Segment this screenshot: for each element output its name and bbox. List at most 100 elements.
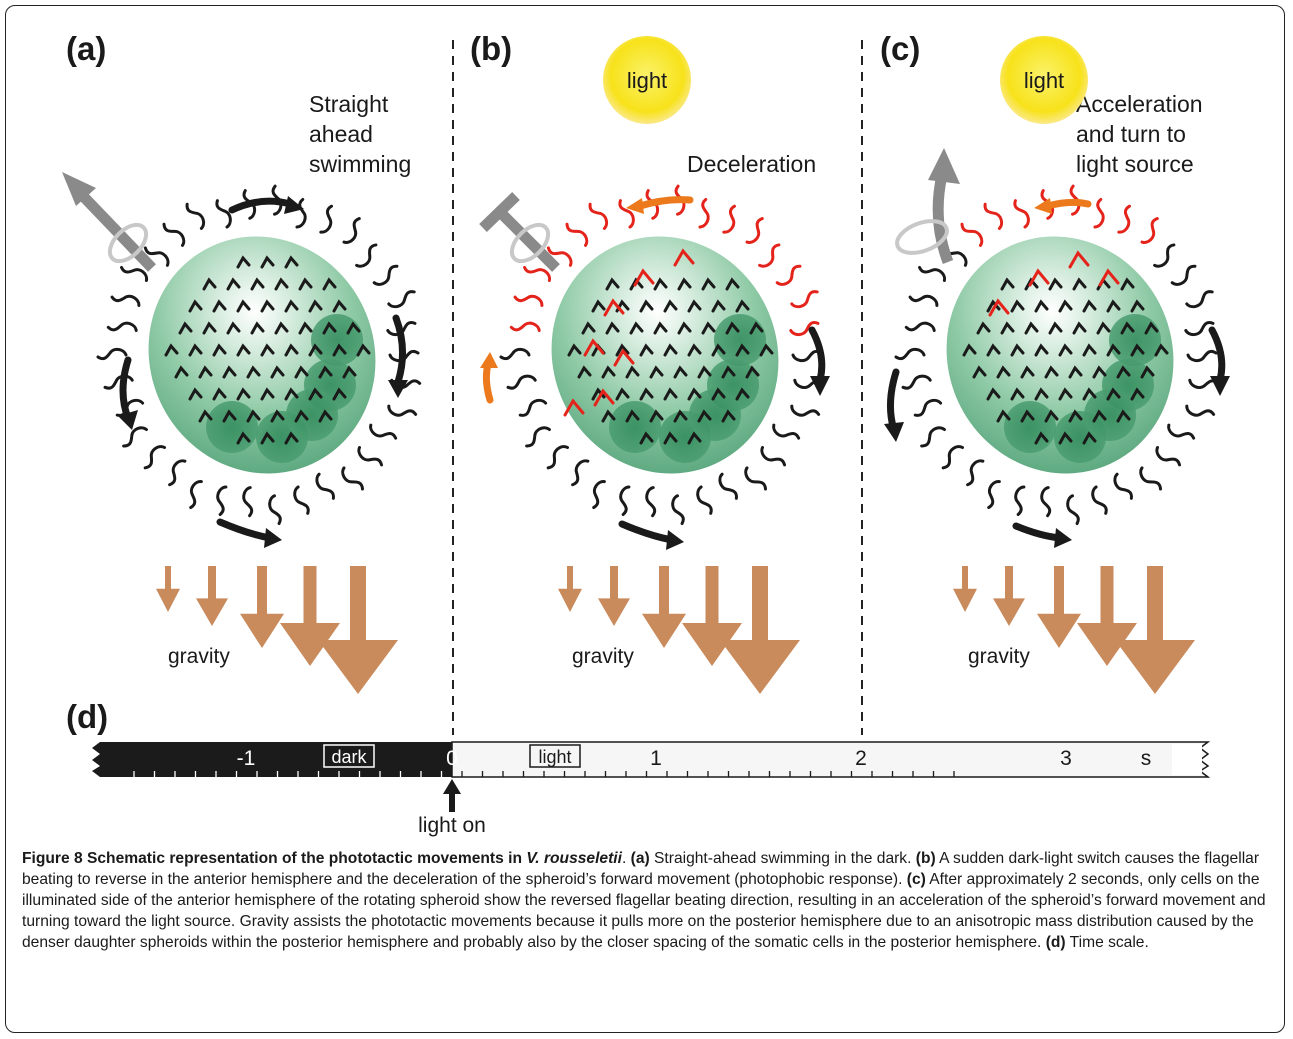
flagellum-reversed <box>1140 217 1159 244</box>
somatic-cell <box>1096 321 1111 335</box>
tick-label-minus1: -1 <box>237 747 256 770</box>
somatic-cell <box>996 365 1011 379</box>
somatic-cell <box>274 277 289 291</box>
gravity-arrow <box>196 566 228 626</box>
somatic-cell <box>260 387 275 401</box>
somatic-cell <box>701 321 716 335</box>
flagellum-reversed <box>546 246 573 267</box>
flagellum-reversed <box>1117 204 1132 234</box>
somatic-cell <box>260 255 275 269</box>
flagellum <box>518 398 548 417</box>
somatic-cell <box>721 409 736 423</box>
somatic-cell <box>1044 365 1059 379</box>
flagellum <box>1155 446 1182 467</box>
somatic-cell <box>1058 431 1073 445</box>
somatic-cell <box>1000 321 1015 335</box>
flagellum-reversed <box>588 202 609 230</box>
flagellum <box>1186 349 1218 363</box>
somatic-cell <box>236 343 251 357</box>
somatic-cell <box>164 343 179 357</box>
flagellum <box>1184 321 1215 337</box>
flagellum <box>268 494 282 525</box>
somatic-cell <box>178 321 193 335</box>
daughter-spheroid <box>609 401 661 453</box>
somatic-cell <box>1058 299 1073 313</box>
somatic-cell <box>1130 343 1145 357</box>
flagellum <box>106 321 138 332</box>
flagellum <box>143 246 170 267</box>
panel-c-heading-line-1: Acceleration <box>1076 91 1203 117</box>
somatic-cell <box>1010 343 1025 357</box>
somatic-cell <box>270 409 285 423</box>
somatic-cell <box>673 409 688 423</box>
flagellum-reversed <box>722 204 737 234</box>
flagellum <box>96 347 128 361</box>
somatic-cell <box>284 387 299 401</box>
flagellum <box>1091 485 1108 515</box>
somatic-cell <box>284 343 299 357</box>
somatic-cell <box>1034 343 1049 357</box>
caption-a-label: (a) <box>630 850 650 867</box>
somatic-cell <box>735 343 750 357</box>
somatic-cell <box>188 387 203 401</box>
flagellum <box>966 459 985 487</box>
flagellum <box>293 485 310 515</box>
somatic-cell <box>663 387 678 401</box>
somatic-cell <box>725 277 740 291</box>
somatic-cell <box>1024 321 1039 335</box>
somatic-cell <box>759 343 774 357</box>
flagellum <box>546 445 569 470</box>
flagellum <box>941 445 964 470</box>
flagellum-reversed <box>523 265 552 282</box>
flagellum-reversed <box>758 243 781 268</box>
flagellum <box>645 486 657 518</box>
timescale-bar: dark light -1 0 1 2 3 s <box>92 741 1211 778</box>
somatic-cell <box>639 299 654 313</box>
somatic-cell <box>1034 387 1049 401</box>
somatic-cell <box>653 321 668 335</box>
caption-c-text: After approximately 2 seconds, only cell… <box>22 871 1266 951</box>
somatic-cell <box>1010 299 1025 313</box>
somatic-cell <box>639 343 654 357</box>
tick-label-0: 0 <box>446 747 458 770</box>
flagellum-reversed <box>790 290 819 309</box>
somatic-cell <box>1130 299 1145 313</box>
panel-c-heading-line-2: and turn to <box>1076 121 1186 147</box>
somatic-cell <box>270 365 285 379</box>
gravity-arrow <box>953 566 977 612</box>
daughter-spheroid <box>1084 389 1136 441</box>
flagellum-reversed <box>565 222 589 247</box>
flagellum-reversed <box>1013 199 1030 229</box>
spheroid-b <box>499 184 825 525</box>
somatic-cell <box>962 343 977 357</box>
somatic-cell <box>1072 277 1087 291</box>
somatic-cell <box>236 431 251 445</box>
somatic-cell <box>663 431 678 445</box>
somatic-cell <box>986 343 1001 357</box>
somatic-cell <box>1092 409 1107 423</box>
caption-species: V. rousseletii <box>526 850 622 867</box>
somatic-cell <box>677 277 692 291</box>
panel-a-label: (a) <box>66 30 106 67</box>
somatic-cell <box>322 277 337 291</box>
somatic-cell <box>745 365 760 379</box>
somatic-cell <box>1034 431 1049 445</box>
gravity-arrow <box>558 566 582 612</box>
flagellum-reversed <box>673 248 695 267</box>
gravity-arrows-b <box>558 566 800 694</box>
somatic-cell <box>649 409 664 423</box>
somatic-cell <box>222 365 237 379</box>
gravity-arrow <box>642 566 686 648</box>
somatic-cell <box>601 365 616 379</box>
flagellum <box>215 199 232 229</box>
flagellum <box>387 290 416 309</box>
somatic-cell <box>212 343 227 357</box>
somatic-cell <box>697 365 712 379</box>
flagellum-reversed <box>775 264 802 286</box>
flagellum-reversed <box>618 199 635 229</box>
gravity-arrow <box>598 566 630 626</box>
somatic-cell <box>591 299 606 313</box>
daughter-spheroid <box>311 314 363 366</box>
somatic-cell <box>1120 321 1135 335</box>
somatic-cell <box>202 321 217 335</box>
